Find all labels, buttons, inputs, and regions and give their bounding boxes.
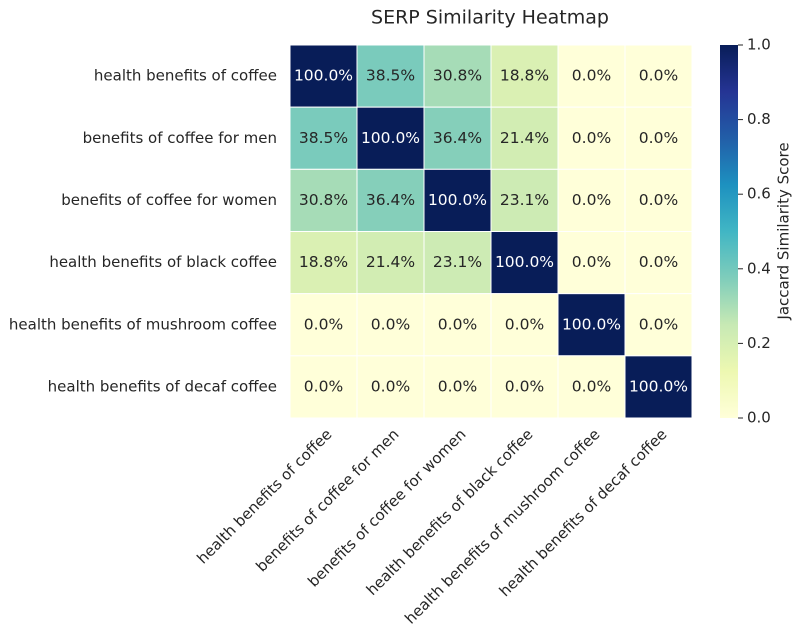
- heatmap-cell: [289, 44, 358, 108]
- cell-label: 38.5%: [299, 129, 348, 147]
- colorbar-tick-label: 0.8: [747, 110, 771, 128]
- chart-title: SERP Similarity Heatmap: [371, 7, 609, 29]
- y-tick-label: health benefits of coffee: [94, 67, 277, 85]
- cell-label: 38.5%: [366, 67, 415, 85]
- cell-label: 100.0%: [361, 129, 420, 147]
- cell-label: 0.0%: [505, 377, 544, 395]
- colorbar: [720, 45, 738, 418]
- heatmap-cell: [356, 231, 425, 295]
- colorbar-tick-label: 0.4: [747, 259, 771, 277]
- cell-label: 0.0%: [371, 377, 410, 395]
- cell-label: 100.0%: [428, 191, 487, 209]
- cell-label: 36.4%: [433, 129, 482, 147]
- heatmap-cell: [624, 106, 693, 170]
- cell-label: 30.8%: [299, 191, 348, 209]
- heatmap-cell: [490, 106, 559, 170]
- colorbar-label: Jaccard Similarity Score: [775, 142, 793, 320]
- cell-label: 18.8%: [299, 253, 348, 271]
- colorbar-tick-label: 0.2: [747, 334, 771, 352]
- cell-label: 0.0%: [639, 67, 678, 85]
- heatmap-cell: [490, 355, 559, 419]
- cell-label: 0.0%: [572, 377, 611, 395]
- cell-label: 100.0%: [562, 315, 621, 333]
- heatmap-cell: [624, 44, 693, 108]
- cell-label: 0.0%: [639, 129, 678, 147]
- cell-label: 100.0%: [629, 377, 688, 395]
- cell-label: 23.1%: [500, 191, 549, 209]
- cell-label: 0.0%: [572, 67, 611, 85]
- heatmap-cell: [423, 293, 492, 357]
- heatmap-cell: [356, 168, 425, 232]
- cell-label: 0.0%: [639, 191, 678, 209]
- heatmap-cell: [557, 293, 626, 357]
- cell-label: 0.0%: [304, 315, 343, 333]
- heatmap-cell: [356, 106, 425, 170]
- cell-label: 0.0%: [438, 377, 477, 395]
- cell-label: 18.8%: [500, 67, 549, 85]
- colorbar-tick-label: 1.0: [747, 36, 771, 54]
- heatmap-cell: [490, 168, 559, 232]
- y-tick-label: health benefits of black coffee: [49, 253, 277, 271]
- heatmap-cell: [490, 44, 559, 108]
- heatmap-cell: [557, 355, 626, 419]
- heatmap-cell: [289, 231, 358, 295]
- y-tick-label: health benefits of mushroom coffee: [9, 315, 277, 333]
- heatmap-cell: [289, 293, 358, 357]
- cell-label: 0.0%: [639, 315, 678, 333]
- cell-label: 0.0%: [304, 377, 343, 395]
- cell-label: 36.4%: [366, 191, 415, 209]
- y-tick-label: benefits of coffee for men: [83, 129, 277, 147]
- cell-label: 0.0%: [572, 253, 611, 271]
- heatmap-cell: [624, 231, 693, 295]
- heatmap-cell: [624, 355, 693, 419]
- cell-label: 21.4%: [366, 253, 415, 271]
- heatmap-cell: [356, 44, 425, 108]
- cell-label: 0.0%: [572, 129, 611, 147]
- cell-label: 21.4%: [500, 129, 549, 147]
- x-tick-label: benefits of coffee for men: [252, 425, 402, 575]
- heatmap-cell: [289, 355, 358, 419]
- heatmap-cell: [557, 168, 626, 232]
- cell-label: 0.0%: [438, 315, 477, 333]
- colorbar-tick-label: 0.6: [747, 185, 771, 203]
- colorbar-tick-label: 0.0: [747, 409, 771, 427]
- cell-label: 0.0%: [572, 191, 611, 209]
- cell-label: 0.0%: [505, 315, 544, 333]
- heatmap-cell: [423, 44, 492, 108]
- heatmap-cell: [624, 168, 693, 232]
- heatmap-cell: [423, 231, 492, 295]
- heatmap-cell: [624, 293, 693, 357]
- cell-label: 0.0%: [371, 315, 410, 333]
- heatmap-cell: [557, 231, 626, 295]
- heatmap-cell: [490, 293, 559, 357]
- x-tick-label: health benefits of coffee: [193, 425, 335, 567]
- heatmap-cell: [490, 231, 559, 295]
- cell-label: 100.0%: [294, 67, 353, 85]
- cell-label: 23.1%: [433, 253, 482, 271]
- y-tick-label: benefits of coffee for women: [61, 191, 277, 209]
- cell-label: 30.8%: [433, 67, 482, 85]
- cell-label: 0.0%: [639, 253, 678, 271]
- cell-label: 100.0%: [495, 253, 554, 271]
- y-tick-label: health benefits of decaf coffee: [48, 377, 277, 395]
